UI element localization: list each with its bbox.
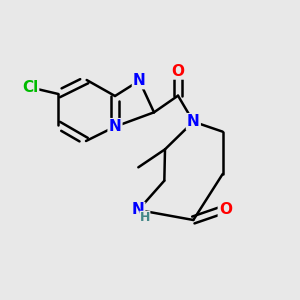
Text: O: O	[172, 64, 184, 79]
Text: N: N	[132, 202, 145, 217]
Text: Cl: Cl	[22, 80, 38, 95]
Text: O: O	[219, 202, 232, 217]
Text: H: H	[140, 211, 150, 224]
Text: N: N	[133, 73, 146, 88]
Text: N: N	[109, 119, 122, 134]
Text: N: N	[187, 114, 200, 129]
